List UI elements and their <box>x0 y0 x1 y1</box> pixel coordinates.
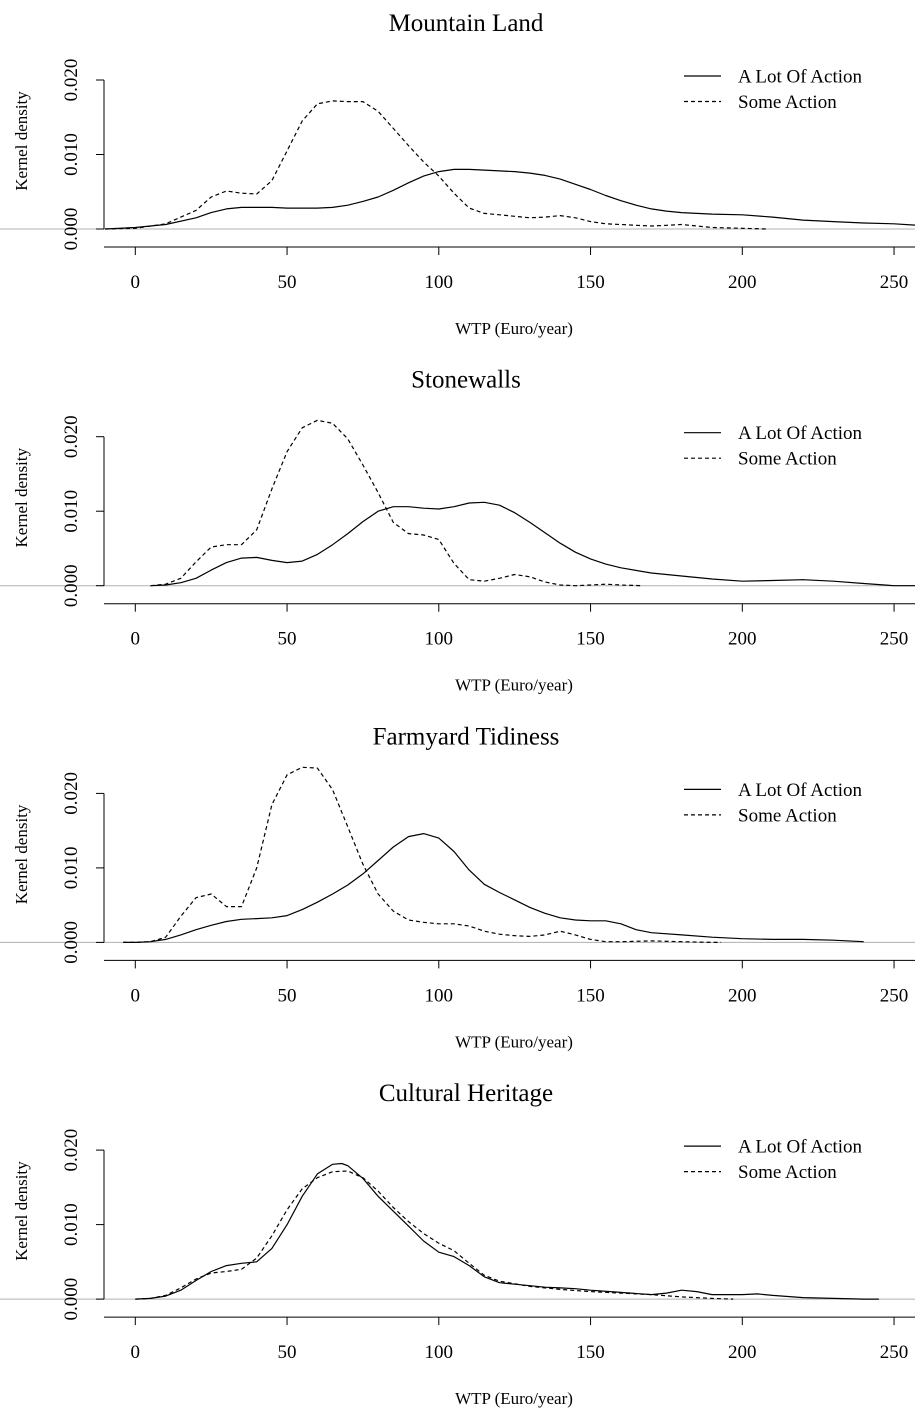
series-line-a-lot-of-action <box>105 169 915 229</box>
panel-title: Farmyard Tidiness <box>373 723 560 750</box>
x-tick-label: 200 <box>728 629 757 650</box>
x-axis: 0 50 100 150 200 250 WTP (Euro/year) <box>104 1317 915 1408</box>
y-tick-label: 0.020 <box>61 1129 82 1172</box>
panel-4: Cultural Heritage 0.000 0.010 0.020 Kernel d… <box>0 1080 915 1408</box>
x-tick-label: 50 <box>278 629 297 650</box>
x-tick-label: 150 <box>576 1342 605 1363</box>
x-tick-label: 100 <box>425 629 454 650</box>
y-tick-label: 0.010 <box>61 847 82 890</box>
series-line-some-action <box>105 101 767 229</box>
x-axis-title: WTP (Euro/year) <box>455 676 573 695</box>
x-axis-title: WTP (Euro/year) <box>455 319 573 338</box>
legend-label: A Lot Of Action <box>738 780 863 801</box>
y-tick-label: 0.000 <box>61 564 82 607</box>
x-axis: 0 50 100 150 200 250 WTP (Euro/year) <box>104 604 915 695</box>
x-axis-title: WTP (Euro/year) <box>455 1389 573 1408</box>
y-axis: 0.000 0.010 0.020 Kernel density <box>12 1129 104 1321</box>
legend-label: Some Action <box>738 449 837 470</box>
x-tick-label: 0 <box>131 1342 141 1363</box>
legend: A Lot Of Action Some Action <box>684 423 863 470</box>
x-tick-label: 200 <box>728 272 757 293</box>
legend-label: Some Action <box>738 805 837 826</box>
x-axis-title: WTP (Euro/year) <box>455 1032 573 1051</box>
panel-title: Mountain Land <box>389 10 544 37</box>
legend-label: A Lot Of Action <box>738 423 863 444</box>
legend-label: A Lot Of Action <box>738 67 863 88</box>
y-tick-label: 0.020 <box>61 772 82 815</box>
legend-label: Some Action <box>738 1162 837 1183</box>
x-tick-label: 200 <box>728 985 757 1006</box>
y-axis-title: Kernel density <box>12 804 31 904</box>
x-tick-label: 150 <box>576 629 605 650</box>
y-axis: 0.000 0.010 0.020 Kernel density <box>12 59 104 251</box>
x-tick-label: 150 <box>576 985 605 1006</box>
y-tick-label: 0.010 <box>61 490 82 533</box>
x-tick-label: 100 <box>425 272 454 293</box>
x-tick-label: 100 <box>425 1342 454 1363</box>
x-axis: 0 50 100 150 200 250 WTP (Euro/year) <box>104 960 915 1051</box>
y-tick-label: 0.020 <box>61 415 82 458</box>
y-tick-label: 0.000 <box>61 1278 82 1321</box>
series-line-a-lot-of-action <box>151 502 915 585</box>
x-tick-label: 100 <box>425 985 454 1006</box>
series-group <box>105 101 915 229</box>
y-axis-title: Kernel density <box>12 447 31 547</box>
series-line-some-action <box>151 420 643 585</box>
x-tick-label: 250 <box>880 629 909 650</box>
y-axis: 0.000 0.010 0.020 Kernel density <box>12 772 104 964</box>
x-tick-label: 250 <box>880 1342 909 1363</box>
x-tick-label: 200 <box>728 1342 757 1363</box>
series-line-a-lot-of-action <box>123 834 864 943</box>
series-group <box>135 1164 879 1300</box>
series-group <box>151 420 915 585</box>
y-tick-label: 0.010 <box>61 133 82 176</box>
y-tick-label: 0.010 <box>61 1203 82 1246</box>
x-tick-label: 0 <box>131 629 141 650</box>
x-tick-label: 50 <box>278 272 297 293</box>
panel-title: Cultural Heritage <box>379 1080 553 1107</box>
panel-title: Stonewalls <box>411 367 521 394</box>
legend-label: Some Action <box>738 92 837 113</box>
x-tick-label: 50 <box>278 985 297 1006</box>
x-tick-label: 50 <box>278 1342 297 1363</box>
x-tick-label: 250 <box>880 272 909 293</box>
x-tick-label: 0 <box>131 985 141 1006</box>
y-axis-title: Kernel density <box>12 91 31 191</box>
legend: A Lot Of Action Some Action <box>684 1137 863 1184</box>
series-line-some-action <box>123 767 721 942</box>
legend-label: A Lot Of Action <box>738 1137 863 1158</box>
series-line-some-action <box>135 1171 733 1299</box>
y-axis-title: Kernel density <box>12 1161 31 1261</box>
y-tick-label: 0.000 <box>61 921 82 964</box>
x-tick-label: 250 <box>880 985 909 1006</box>
legend: A Lot Of Action Some Action <box>684 780 863 827</box>
x-axis: 0 50 100 150 200 250 WTP (Euro/year) <box>104 247 915 338</box>
y-tick-label: 0.000 <box>61 208 82 251</box>
y-tick-label: 0.020 <box>61 59 82 102</box>
x-tick-label: 0 <box>131 272 141 293</box>
series-line-a-lot-of-action <box>135 1164 879 1300</box>
y-axis: 0.000 0.010 0.020 Kernel density <box>12 415 104 607</box>
panel-1: Mountain Land 0.000 0.010 0.020 Kernel densi… <box>0 10 915 338</box>
legend: A Lot Of Action Some Action <box>684 67 863 114</box>
x-tick-label: 150 <box>576 272 605 293</box>
panel-3: Farmyard Tidiness 0.000 0.010 0.020 Kernel d… <box>0 723 915 1051</box>
